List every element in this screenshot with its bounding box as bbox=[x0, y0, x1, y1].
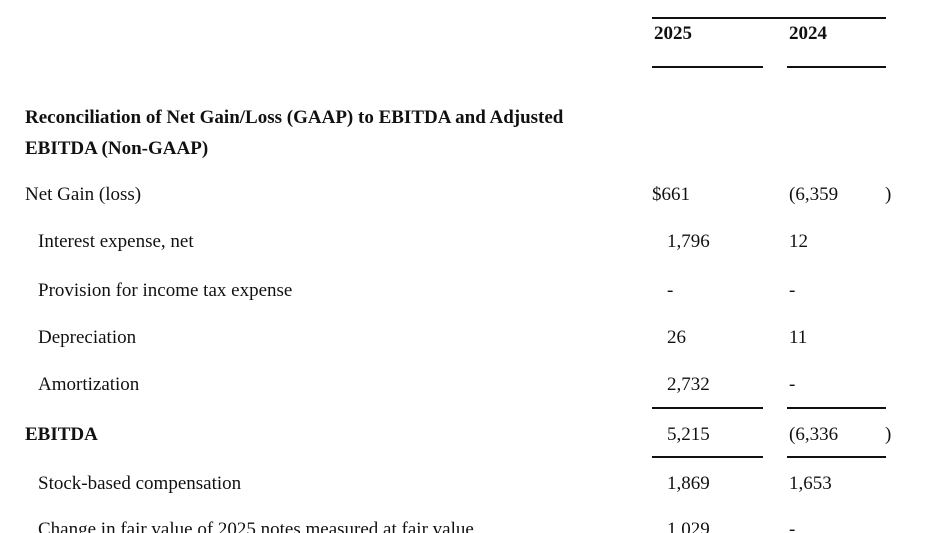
header-rule-2025 bbox=[652, 66, 763, 68]
column-rule bbox=[787, 407, 886, 409]
close-paren: ) bbox=[885, 184, 892, 205]
cell-2025: 5,215 bbox=[667, 424, 710, 445]
cell-2025: 2,732 bbox=[667, 374, 710, 395]
column-rule bbox=[652, 407, 763, 409]
cell-2025: 1,029 bbox=[667, 519, 710, 533]
row-label: Net Gain (loss) bbox=[25, 184, 142, 205]
row-label: Interest expense, net bbox=[38, 231, 194, 252]
cell-2024: - bbox=[789, 519, 796, 533]
row-label: EBITDA bbox=[25, 424, 98, 445]
header-top-rule bbox=[652, 17, 886, 19]
cell-2025: 1,796 bbox=[667, 231, 710, 252]
row-label: Stock-based compensation bbox=[38, 473, 242, 494]
column-rule bbox=[652, 456, 763, 458]
close-paren: ) bbox=[885, 424, 892, 445]
cell-2024: - bbox=[789, 280, 796, 301]
row-label: Amortization bbox=[38, 374, 140, 395]
cell-2025: 26 bbox=[667, 327, 686, 348]
column-rule bbox=[787, 456, 886, 458]
section-title: Reconciliation of Net Gain/Loss (GAAP) t… bbox=[25, 107, 564, 159]
column-header: 2024 bbox=[789, 23, 827, 44]
cell-2024: 11 bbox=[789, 327, 808, 348]
column-header: 2025 bbox=[654, 23, 692, 44]
cell-2025: 1,869 bbox=[667, 473, 710, 494]
cell-2024: (6,336 bbox=[789, 424, 839, 445]
row-label: Provision for income tax expense bbox=[38, 280, 293, 301]
row-label: Depreciation bbox=[38, 327, 137, 348]
cell-2025: $661 bbox=[652, 184, 690, 205]
cell-2024: - bbox=[789, 374, 796, 395]
cell-2024: (6,359 bbox=[789, 184, 839, 205]
row-label: Change in fair value of 2025 notes measu… bbox=[38, 519, 474, 533]
cell-2024: 1,653 bbox=[789, 473, 832, 494]
header-rule-2024 bbox=[787, 66, 886, 68]
cell-2025: - bbox=[667, 280, 674, 301]
cell-2024: 12 bbox=[789, 231, 808, 252]
